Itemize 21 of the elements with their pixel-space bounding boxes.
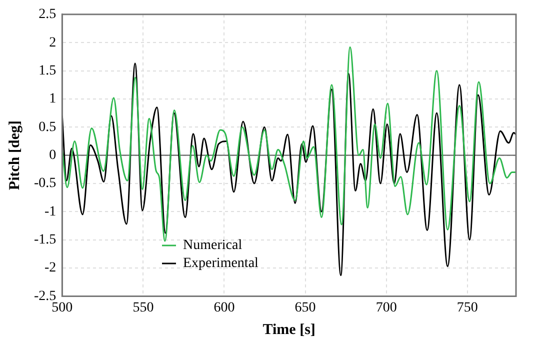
x-tick-label: 750 [456,300,478,316]
x-tick-label: 700 [376,300,397,316]
x-axis-title: Time [s] [262,322,316,338]
legend-label: Experimental [183,256,259,272]
x-tick-label: 600 [214,300,235,316]
x-tick-label: 650 [294,300,316,316]
y-tick-label: -2 [44,260,56,276]
y-tick-label: -0.5 [34,176,56,192]
legend-label: Numerical [183,238,242,254]
y-tick-label: 2 [49,35,56,50]
y-tick-label: 1 [49,92,56,107]
y-tick-label: 1.5 [38,63,56,78]
y-axis-title: Pitch [deg] [6,120,23,190]
y-tick-label: -1.5 [34,232,56,248]
x-tick-label: 550 [132,300,154,316]
x-tick-label: 500 [52,300,73,316]
line-series [62,62,516,276]
y-tick-label: 0 [49,148,56,163]
y-tick-label: 2.5 [38,7,56,22]
y-tick-label: -1 [44,204,56,220]
y-tick-label: 0.5 [38,120,56,135]
